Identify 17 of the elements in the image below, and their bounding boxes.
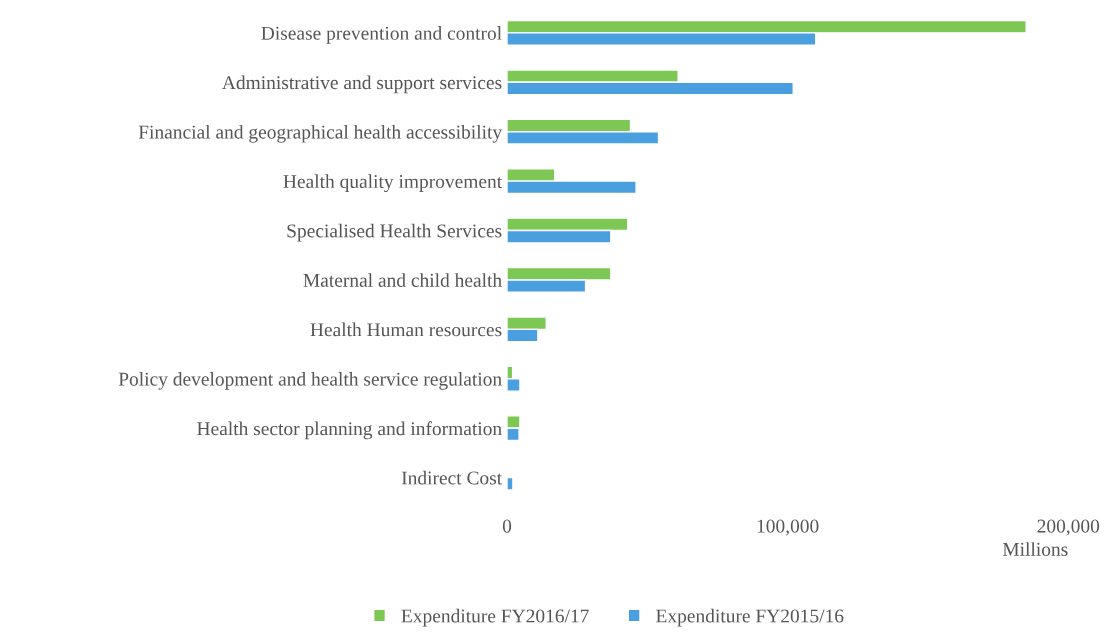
x-tick-label: 100,000 xyxy=(757,519,819,536)
y-tick-label: Indirect Cost xyxy=(401,470,503,485)
y-tick-label: Administrative and support services xyxy=(222,75,502,94)
y-tick-label: Policy development and health service regulation xyxy=(118,372,502,390)
y-tick-label: Financial and geographical health accessibility xyxy=(138,124,503,143)
y-tick-label: Specialised Health Services xyxy=(287,223,502,242)
y-tick-label: Disease prevention and control xyxy=(261,26,502,44)
legend-label: Expenditure FY2016/17 xyxy=(401,608,589,627)
x-axis-title: Millions xyxy=(1002,542,1068,556)
x-tick-label: 200,000 xyxy=(1037,519,1100,536)
x-tick-label: 0 xyxy=(502,519,512,533)
bar xyxy=(507,476,514,491)
legend-label: Expenditure FY2015/16 xyxy=(656,608,844,627)
y-tick-label: Health Human resources xyxy=(310,322,502,337)
y-tick-label: Maternal and child health xyxy=(303,273,502,287)
y-tick-label: Health quality improvement xyxy=(283,174,503,193)
y-tick-label: Health sector planning and information xyxy=(197,421,502,440)
